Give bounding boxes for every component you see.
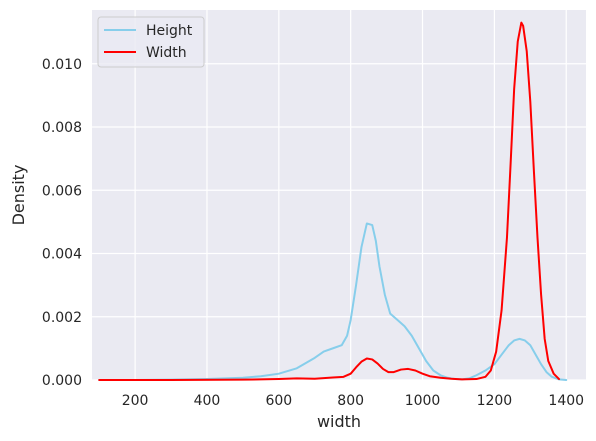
legend-label-height: Height [146,23,193,39]
y-tick-label: 0.006 [42,183,82,199]
series-lines [98,21,568,381]
x-tick-label: 1000 [405,393,441,409]
y-axis-title: Density [9,165,28,226]
y-tick-label: 0.000 [42,373,82,389]
x-tick-label: 600 [265,393,292,409]
legend-label-width: Width [146,45,187,61]
legend: Height Width [97,16,205,68]
y-tick-label: 0.008 [42,120,82,136]
plot-area [92,10,586,380]
x-axis-title: width [317,412,361,431]
x-tick-label: 200 [122,393,149,409]
y-tick-label: 0.002 [42,310,82,326]
x-tick-label: 1200 [477,393,513,409]
series-line-width [98,21,561,381]
x-axis-ticks: 200 400 600 800 1000 1200 1400 [122,393,584,409]
y-tick-label: 0.010 [42,57,82,73]
series-line-height [98,222,568,381]
x-tick-label: 800 [337,393,364,409]
y-tick-label: 0.004 [42,247,82,263]
x-tick-label: 1400 [548,393,584,409]
x-tick-label: 400 [194,393,221,409]
y-axis-ticks: 0.000 0.002 0.004 0.006 0.008 0.010 [42,57,82,389]
